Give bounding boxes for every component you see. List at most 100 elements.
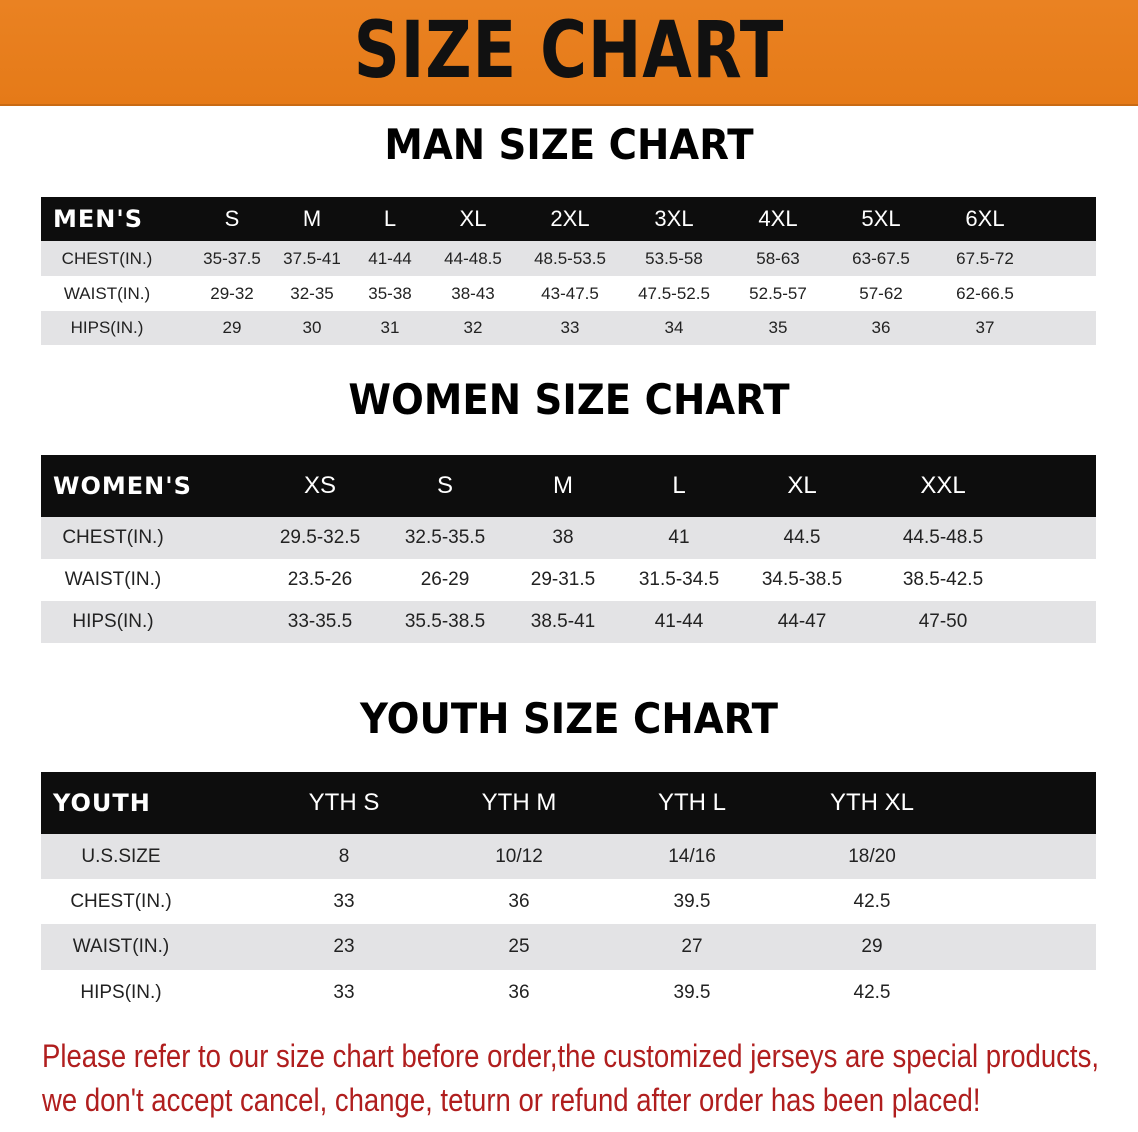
measurement-value: 10/12: [495, 845, 543, 867]
men-header-row: MEN'S S M L XL 2XL 3XL 4XL 5XL 6XL: [41, 197, 1096, 241]
measurement-value: 41: [668, 527, 690, 548]
men-size-header: 2XL: [550, 206, 590, 231]
measurement-value: 8: [338, 845, 350, 867]
measurement-value: 23.5-26: [287, 569, 353, 590]
measurement-value: 43-47.5: [541, 283, 599, 303]
men-header-label: MEN'S: [53, 205, 143, 233]
youth-table-row: CHEST(IN.) 33 36 39.5 42.5: [41, 879, 1096, 924]
measurement-value: 37: [975, 318, 995, 337]
measurement-value: 47-50: [918, 611, 968, 632]
measurement-value: 35.5-38.5: [404, 611, 486, 632]
measurement-value: 30: [302, 318, 322, 337]
women-size-header: XXL: [920, 472, 966, 499]
measurement-value: 35-38: [368, 283, 412, 303]
measurement-value: 31: [380, 318, 400, 337]
youth-size-header: YTH L: [657, 789, 727, 816]
measurement-value: 38-43: [451, 283, 495, 303]
measurement-value: 32.5-35.5: [404, 527, 486, 548]
measurement-value: 29-31.5: [530, 569, 596, 590]
banner-title: SIZE CHART: [353, 6, 785, 96]
measurement-value: 42.5: [853, 890, 891, 912]
women-section-title: WOMEN SIZE CHART: [348, 375, 790, 424]
men-section-title: MAN SIZE CHART: [384, 120, 754, 169]
measurement-value: 34: [664, 318, 684, 337]
measurement-value: 32: [463, 318, 483, 337]
women-size-header: M: [553, 472, 573, 499]
women-size-header: XS: [303, 472, 337, 499]
women-size-header: XL: [787, 472, 817, 499]
notice-line-1: Please refer to our size chart before or…: [42, 1038, 1099, 1074]
measurement-label: CHEST(IN.): [62, 527, 164, 548]
measurement-value: 48.5-53.5: [534, 248, 606, 268]
men-size-header: XL: [459, 206, 487, 231]
women-size-header: L: [672, 472, 686, 499]
measurement-value: 29: [222, 318, 242, 337]
measurement-value: 63-67.5: [852, 248, 910, 268]
measurement-value: 57-62: [859, 283, 903, 303]
women-size-header: S: [436, 472, 454, 499]
women-header-row: WOMEN'S XS S M L XL XXL: [41, 455, 1096, 517]
measurement-label: HIPS(IN.): [72, 611, 154, 632]
men-size-header: 5XL: [861, 206, 901, 231]
measurement-value: 39.5: [673, 981, 711, 1003]
measurement-value: 27: [681, 936, 703, 957]
measurement-value: 14/16: [668, 845, 716, 867]
measurement-value: 26-29: [420, 569, 470, 590]
measurement-label: HIPS(IN.): [80, 981, 162, 1003]
men-size-header: 3XL: [654, 206, 694, 231]
measurement-label: CHEST(IN.): [61, 248, 153, 268]
measurement-value: 38: [552, 527, 574, 548]
women-table-row: HIPS(IN.) 33-35.5 35.5-38.5 38.5-41 41-44 44-…: [41, 601, 1096, 643]
measurement-value: 29: [861, 936, 883, 957]
measurement-value: 31.5-34.5: [638, 569, 720, 590]
size-chart-banner: SIZE CHART: [0, 0, 1138, 106]
men-table-row: HIPS(IN.) 29 30 31 32 33 34 35 36 37: [41, 311, 1096, 345]
youth-size-header: YTH XL: [829, 789, 915, 816]
measurement-value: 23: [333, 936, 355, 957]
measurement-value: 44.5-48.5: [902, 527, 984, 548]
men-table-row: WAIST(IN.) 29-32 32-35 35-38 38-43 43-47.5 47.…: [41, 276, 1096, 311]
youth-table-row: WAIST(IN.) 23 25 27 29: [41, 924, 1096, 970]
measurement-value: 38.5-41: [530, 611, 596, 632]
measurement-value: 42.5: [853, 981, 891, 1003]
measurement-value: 29.5-32.5: [279, 527, 361, 548]
measurement-value: 25: [508, 936, 530, 957]
measurement-value: 53.5-58: [645, 248, 703, 268]
youth-table-row: U.S.SIZE 8 10/12 14/16 18/20: [41, 834, 1096, 879]
youth-section-title: YOUTH SIZE CHART: [359, 694, 779, 743]
measurement-value: 44.5: [783, 527, 821, 548]
men-size-header: 6XL: [965, 206, 1005, 231]
measurement-label: WAIST(IN.): [72, 936, 170, 957]
measurement-value: 52.5-57: [749, 283, 807, 303]
notice-line-2: we don't accept cancel, change, teturn o…: [42, 1082, 981, 1118]
youth-header-label: YOUTH: [53, 789, 151, 817]
men-size-header: S: [224, 206, 240, 231]
youth-header-row: YOUTH YTH S YTH M YTH L YTH XL: [41, 772, 1096, 834]
men-size-header: 4XL: [758, 206, 798, 231]
measurement-value: 32-35: [290, 283, 334, 303]
measurement-value: 29-32: [210, 283, 254, 303]
measurement-value: 41-44: [368, 248, 412, 268]
measurement-value: 33: [333, 890, 355, 912]
measurement-label: WAIST(IN.): [63, 283, 151, 303]
men-size-header: L: [383, 206, 397, 231]
measurement-value: 33: [560, 318, 580, 337]
measurement-value: 44-48.5: [444, 248, 502, 268]
measurement-value: 35: [768, 318, 788, 337]
men-size-header: M: [302, 206, 322, 231]
measurement-value: 35-37.5: [203, 248, 261, 268]
measurement-value: 58-63: [756, 248, 800, 268]
measurement-value: 18/20: [848, 845, 896, 867]
measurement-value: 36: [508, 981, 530, 1003]
measurement-value: 33-35.5: [287, 611, 353, 632]
measurement-value: 41-44: [654, 611, 704, 632]
measurement-value: 37.5-41: [283, 248, 341, 268]
measurement-value: 33: [333, 981, 355, 1003]
measurement-label: U.S.SIZE: [81, 845, 161, 867]
measurement-value: 39.5: [673, 890, 711, 912]
measurement-value: 34.5-38.5: [761, 569, 843, 590]
measurement-value: 38.5-42.5: [902, 569, 984, 590]
measurement-value: 36: [508, 890, 530, 912]
measurement-value: 47.5-52.5: [638, 283, 710, 303]
measurement-value: 67.5-72: [956, 248, 1014, 268]
